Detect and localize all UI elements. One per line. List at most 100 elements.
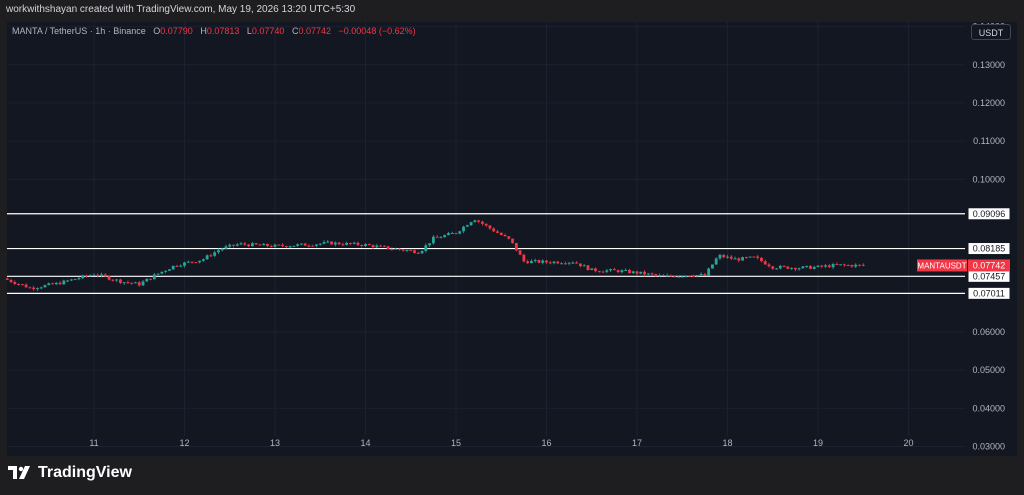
symbol-legend: MANTA / TetherUS · 1h · Binance O0.07790… (12, 26, 416, 36)
candle-body (665, 275, 669, 277)
candle-body (624, 269, 628, 271)
candle-body (835, 263, 839, 265)
candle-body (511, 238, 514, 243)
candle-body (345, 242, 349, 245)
brand-name: TradingView (38, 464, 132, 481)
candle-body (616, 270, 620, 273)
candle-body (590, 268, 594, 271)
candle-body (439, 237, 443, 239)
candle-body (639, 271, 643, 274)
candle-body (597, 271, 601, 273)
candle-body (499, 232, 503, 236)
candle-body (356, 242, 360, 246)
candle-body (209, 255, 213, 257)
candle-body (341, 244, 345, 246)
candle-body (190, 261, 194, 263)
candle-body (183, 262, 186, 266)
currency-button[interactable]: USDT (971, 24, 1011, 40)
level-price-label: 0.08185 (973, 244, 1006, 254)
candle-body (217, 250, 220, 253)
candle-body (164, 270, 168, 272)
candle-body (379, 245, 382, 247)
candle-body (435, 236, 439, 238)
candle-body (382, 245, 386, 247)
open-value: 0.07790 (160, 26, 193, 36)
candle-body (526, 261, 530, 264)
candle-body (201, 259, 205, 261)
x-tick-label: 15 (451, 438, 461, 448)
y-tick-label: 0.10000 (972, 174, 1005, 184)
tradingview-logo-icon (8, 466, 30, 479)
candle-body (281, 244, 284, 247)
candle-body (601, 271, 605, 273)
candle-body (51, 283, 54, 285)
candle-body (88, 275, 92, 277)
candle-body (771, 266, 775, 269)
candle-body (492, 228, 496, 232)
candle-body (763, 261, 767, 265)
candle-body (307, 245, 311, 247)
candle-body (364, 244, 367, 247)
candle-body (680, 276, 684, 278)
candle-body (107, 276, 111, 280)
grid-lines (7, 22, 965, 447)
candle-body (330, 241, 333, 245)
candle-body (431, 236, 435, 244)
candle-body (322, 242, 326, 244)
candle-body (96, 274, 100, 276)
x-tick-label: 17 (632, 438, 642, 448)
candle-body (684, 275, 688, 277)
candle-body (20, 284, 24, 286)
candle-body (827, 265, 831, 268)
candle-body (386, 246, 390, 249)
candle-body (85, 275, 88, 277)
candle-body (748, 256, 752, 258)
candle-body (54, 282, 58, 285)
candle-body (145, 278, 149, 282)
candle-body (47, 283, 51, 286)
candle-body (405, 250, 409, 252)
candle-body (518, 250, 522, 255)
candle-body (548, 262, 552, 264)
candle-body (707, 268, 711, 276)
candle-body (654, 274, 658, 276)
symbol-tag (917, 259, 967, 272)
candle-body (661, 275, 665, 277)
candle-body (28, 287, 32, 289)
candle-body (650, 273, 654, 275)
candle-body (797, 268, 801, 270)
candle-body (62, 280, 66, 285)
level-price-label: 0.07457 (973, 271, 1006, 281)
candle-body (371, 245, 375, 248)
candle-body (122, 282, 126, 284)
level-price-tag (967, 242, 1011, 256)
candle-body (224, 246, 228, 249)
candle-body (718, 254, 722, 259)
candle-body (111, 279, 115, 281)
candle-body (424, 245, 428, 251)
candle-body (36, 288, 39, 290)
open-label: O (153, 26, 161, 36)
candle-body (628, 269, 631, 274)
y-tick-label: 0.12000 (972, 98, 1005, 108)
candle-body (292, 245, 296, 247)
tradingview-logo[interactable]: TradingView (8, 464, 132, 482)
candle-body (850, 265, 854, 267)
candle-body (669, 275, 673, 277)
x-tick-label: 19 (813, 438, 823, 448)
candle-body (563, 263, 567, 265)
candle-body (631, 271, 635, 274)
candle-body (235, 244, 239, 246)
candle-body (394, 248, 398, 250)
candle-body (801, 266, 805, 269)
candle-body (220, 248, 224, 251)
candle-body (586, 265, 590, 271)
y-tick-label: 0.03000 (972, 441, 1005, 451)
candle-body (194, 262, 198, 264)
candle-body (360, 245, 364, 247)
candle-body (711, 264, 714, 269)
candle-body (156, 273, 160, 275)
candle-body (533, 260, 537, 262)
candle-body (609, 269, 613, 271)
